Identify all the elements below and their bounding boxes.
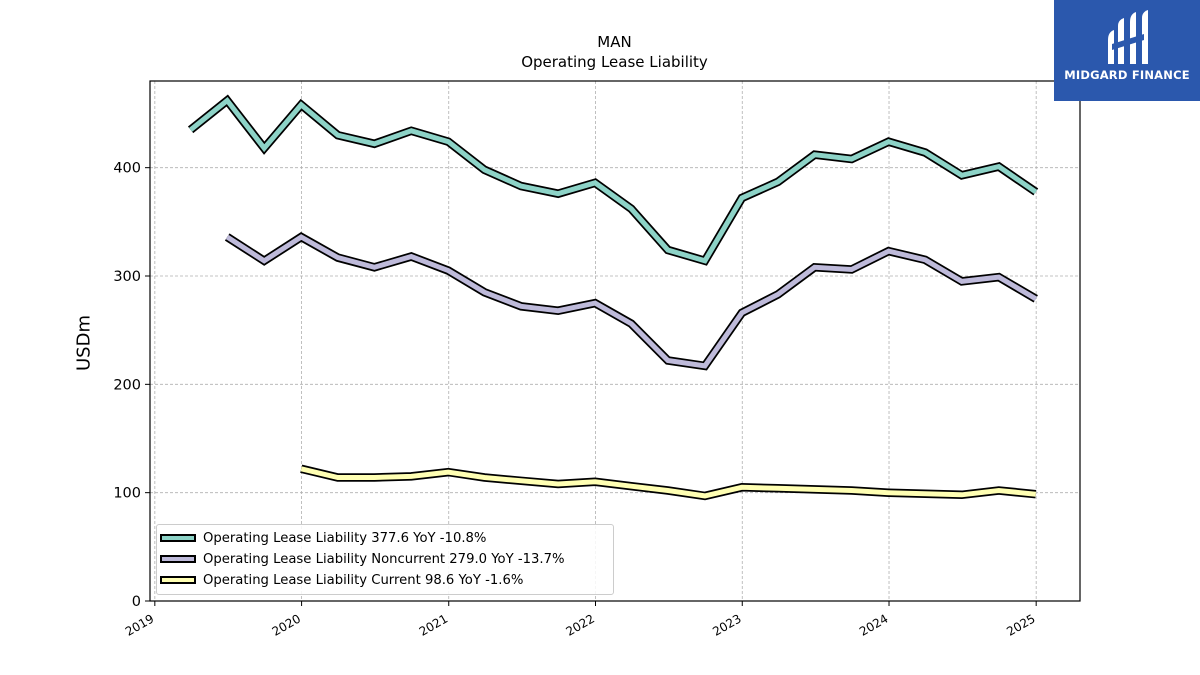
logo-text: MIDGARD FINANCE (1064, 68, 1190, 82)
legend-item-total: Operating Lease Liability 377.6 YoY -10.… (160, 529, 486, 547)
logo-mark-icon (1108, 10, 1148, 64)
x-tick-label: 2025 (1004, 611, 1037, 638)
series-line-2 (300, 466, 1037, 499)
legend-swatch-noncurrent (160, 555, 196, 563)
y-tick-label: 400 (113, 161, 141, 177)
x-tick-label: 2021 (417, 611, 450, 638)
y-tick-label: 200 (113, 377, 141, 393)
chart-subtitle: Operating Lease Liability (521, 53, 708, 71)
x-tick-label: 2019 (123, 611, 156, 638)
legend-item-noncurrent: Operating Lease Liability Noncurrent 279… (160, 550, 565, 568)
legend: Operating Lease Liability 377.6 YoY -10.… (156, 524, 614, 595)
legend-swatch-total (160, 534, 196, 542)
midgard-finance-logo: MIDGARD FINANCE (1054, 0, 1200, 101)
x-tick-label: 2024 (857, 611, 890, 638)
y-tick-label: 300 (113, 269, 141, 285)
legend-item-current: Operating Lease Liability Current 98.6 Y… (160, 571, 523, 589)
plot-frame (149, 80, 1081, 602)
legend-label-noncurrent: Operating Lease Liability Noncurrent 279… (203, 551, 565, 567)
legend-swatch-current (160, 576, 196, 584)
y-tick-label: 0 (132, 594, 141, 610)
y-tick-label: 100 (113, 486, 141, 502)
x-tick-label: 2020 (270, 611, 303, 638)
x-tick-label: 2022 (564, 611, 597, 638)
legend-label-total: Operating Lease Liability 377.6 YoY -10.… (203, 530, 487, 546)
legend-label-current: Operating Lease Liability Current 98.6 Y… (203, 572, 524, 588)
series-line-0 (189, 96, 1038, 264)
series-outline-0 (187, 94, 1039, 266)
x-tick-label: 2023 (710, 611, 743, 638)
series-line-1 (225, 234, 1038, 369)
chart-title: MAN (597, 33, 632, 51)
y-axis-label: USDm (73, 315, 95, 371)
